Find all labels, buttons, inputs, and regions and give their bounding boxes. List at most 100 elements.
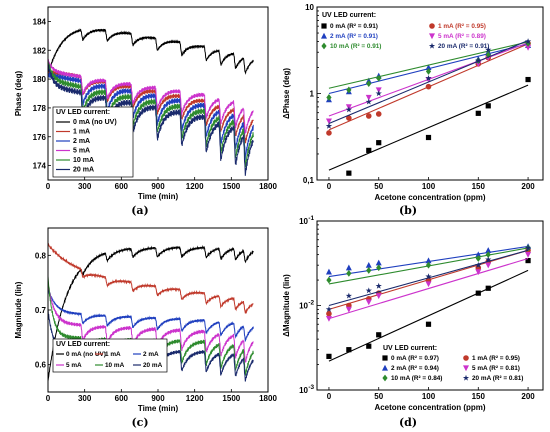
- data-point-2-4: [425, 257, 432, 264]
- legend-item-2: 2 mA (R² = 0.94): [391, 365, 439, 372]
- x-tick-label-5: 1500: [222, 394, 240, 403]
- data-point-0-2: [366, 147, 372, 153]
- data-point-3-2: [365, 94, 372, 101]
- data-point-3-1: [345, 306, 352, 313]
- x-tick-label-1: 50: [374, 182, 383, 191]
- data-point-0-2: [366, 343, 372, 349]
- y-tick-label-0: 10: [299, 386, 308, 395]
- legend-item-3: 5 mA (R² = 0.89): [438, 33, 486, 40]
- data-point-5-6: [485, 46, 492, 53]
- legend-item-0: 0 mA (no UV): [66, 351, 106, 358]
- x-tick-label-4: 1200: [186, 394, 204, 403]
- data-point-0-3: [376, 332, 382, 338]
- series-line-2: [47, 288, 254, 342]
- data-point-0-4: [425, 321, 432, 327]
- x-tick-label-2: 100: [422, 392, 436, 401]
- legend-marker-5: [428, 42, 436, 49]
- legend-marker-3: [429, 33, 435, 40]
- data-point-5-7: [524, 244, 532, 251]
- legend-marker-2: [382, 364, 388, 371]
- legend-marker-0: [321, 23, 327, 29]
- data-point-0-4: [425, 134, 432, 141]
- panel-b: 0 50 100 150 200 0,1 1 10 Acetone concentration …: [282, 3, 544, 202]
- legend-item-1: 1 mA: [73, 129, 90, 136]
- data-point-4-3: [376, 74, 382, 82]
- legend-marker-4: [321, 42, 327, 50]
- legend-marker-1: [463, 355, 469, 361]
- legend-marker-5: [462, 374, 470, 381]
- y-tick-label-3: 180: [33, 75, 47, 84]
- y-tick-exp-1: -2: [308, 300, 314, 307]
- data-point-1-2: [365, 113, 372, 119]
- data-point-3-2: [365, 299, 372, 306]
- data-point-0-3: [376, 140, 382, 146]
- data-point-2-3: [375, 259, 382, 266]
- y-tick-label-1: 0.7: [35, 306, 47, 315]
- y-tick-label-2: 10: [305, 3, 314, 12]
- series-line-3: [47, 283, 254, 363]
- fit-line-0: [328, 269, 529, 362]
- fit-line-4: [328, 41, 529, 89]
- legend-title: UV LED current:: [322, 12, 376, 19]
- x-tick-label-0: 0: [46, 394, 51, 403]
- y-axis-label: Magnitude (lin): [14, 281, 23, 338]
- data-point-0-1: [346, 170, 352, 176]
- y-tick-label-2: 10: [299, 217, 308, 226]
- panel-d-label: (d): [399, 416, 417, 429]
- x-axis-label: Acetone concentration (ppm): [374, 193, 485, 202]
- data-point-1-3: [375, 111, 382, 117]
- x-axis-label: Time (min): [138, 192, 179, 201]
- data-point-3-4: [425, 281, 432, 288]
- legend-item-4: 10 mA (R² = 0.84): [391, 375, 442, 382]
- y-tick-label-2: 0.8: [35, 251, 47, 260]
- data-point-0-7: [525, 257, 531, 264]
- legend-item-4: 10 mA: [105, 362, 125, 369]
- legend-marker-2: [321, 32, 327, 39]
- x-tick-label-2: 600: [115, 182, 129, 191]
- data-point-2-4: [425, 64, 432, 71]
- legend-item-0: 0 mA (no UV): [73, 119, 117, 126]
- legend-item-0: 0 mA (R² = 0.97): [391, 355, 439, 362]
- fit-line-3: [328, 257, 529, 320]
- data-point-4-4: [425, 261, 432, 269]
- y-tick-label-4: 182: [33, 46, 47, 55]
- data-point-3-6: [485, 262, 492, 269]
- x-tick-label-6: 1800: [259, 182, 277, 191]
- panel-a: 0 300 600 900 1200 1500 1800 174 176 178 180 182 184…: [14, 6, 277, 201]
- panel-a-label: (a): [131, 204, 149, 217]
- fit-line-0: [328, 84, 529, 171]
- y-tick-label-0: 0,1: [303, 176, 315, 185]
- x-tick-label-4: 200: [521, 182, 535, 191]
- data-point-0-5: [475, 110, 481, 116]
- x-tick-label-4: 200: [521, 392, 535, 401]
- y-tick-label-1: 10: [299, 302, 308, 311]
- y-tick-label-2: 178: [33, 104, 47, 113]
- data-point-3-5: [475, 269, 482, 276]
- data-point-5-2: [365, 287, 372, 294]
- legend-item-1: 1 mA (R² = 0.95): [438, 23, 486, 30]
- data-point-5-7: [524, 38, 532, 45]
- fit-line-5: [328, 249, 529, 307]
- x-tick-label-0: 0: [327, 182, 332, 191]
- data-point-2-6: [485, 247, 492, 253]
- data-point-1-0: [326, 130, 332, 136]
- data-point-5-5: [475, 57, 482, 64]
- legend-item-0: 0 mA (R² = 0.91): [330, 23, 378, 30]
- legend-title: UV LED current:: [56, 341, 110, 348]
- y-tick-label-0: 174: [33, 162, 47, 171]
- legend-item-3: 5 mA (R² = 0.81): [472, 365, 520, 372]
- legend-box: [52, 338, 168, 373]
- legend-item-5: 20 mA: [143, 362, 163, 369]
- legend-item-5: 20 mA: [73, 167, 94, 174]
- panel-c: 0 300 600 900 1200 1500 1800 0.6 0.7 0.8 Time (min…: [14, 227, 277, 413]
- data-point-5-0: [325, 122, 333, 129]
- data-point-5-3: [375, 90, 382, 97]
- data-point-5-5: [475, 261, 482, 268]
- y-tick-label-1: 176: [33, 133, 47, 142]
- data-point-3-7: [525, 44, 532, 51]
- panel-c-label: (c): [131, 416, 148, 429]
- x-tick-label-0: 0: [327, 392, 332, 401]
- x-tick-label-1: 300: [78, 394, 92, 403]
